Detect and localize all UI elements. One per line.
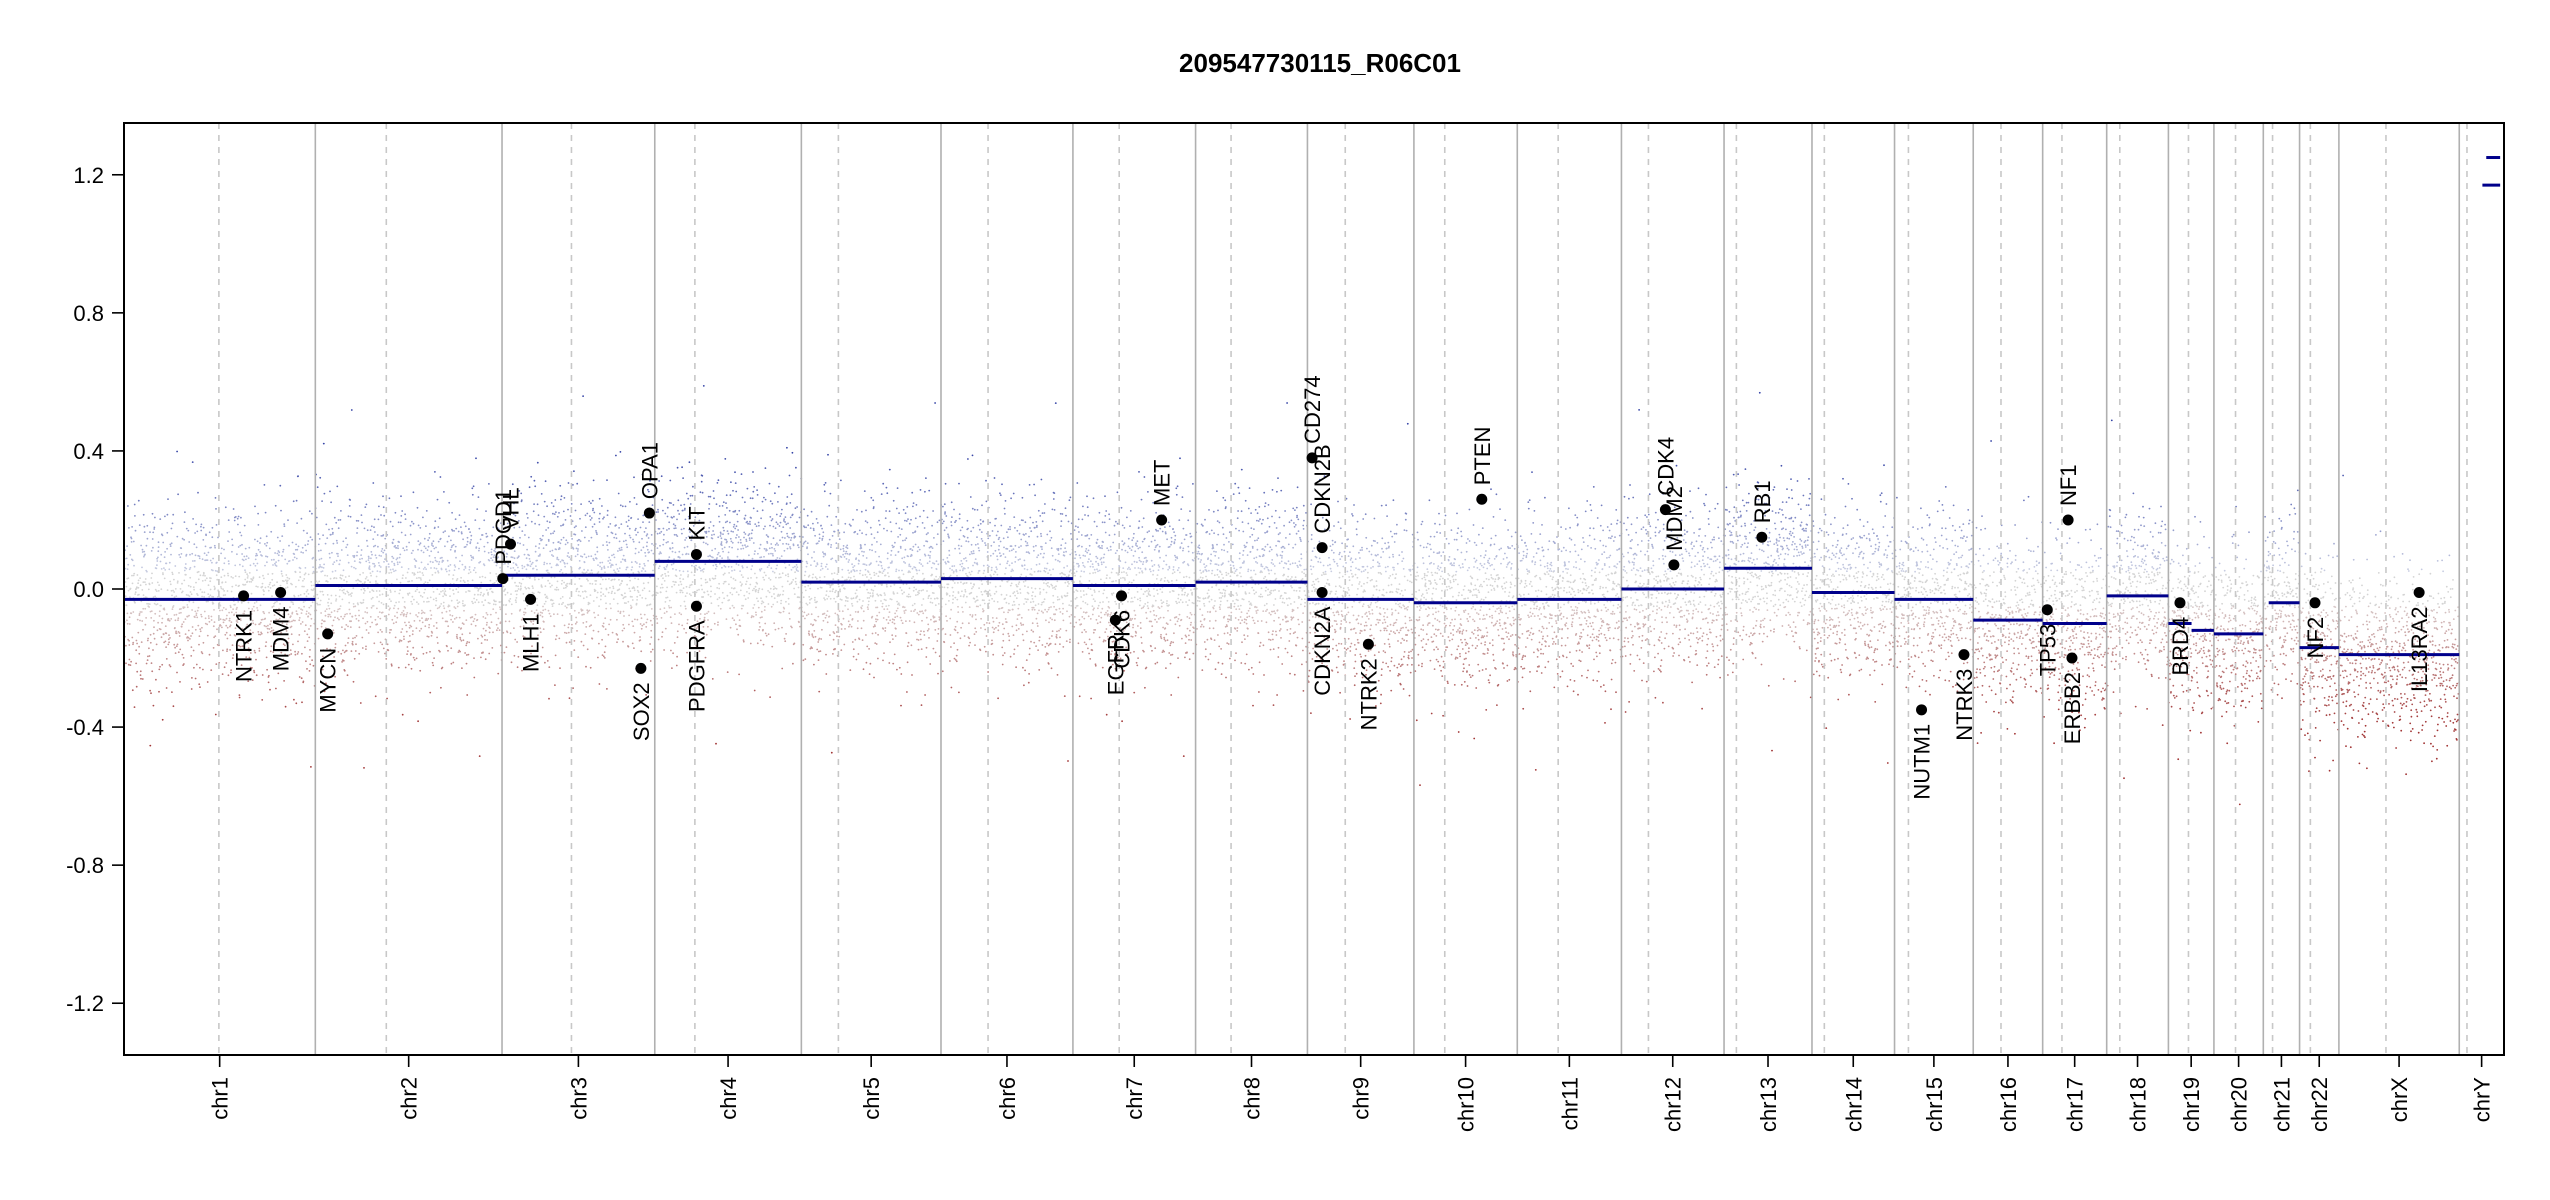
chromosome-label: chr16 [1996, 1077, 2021, 1132]
gene-label: BRD4 [2168, 617, 2193, 676]
gene-dot [2062, 514, 2074, 526]
gene-label: KIT [684, 506, 709, 540]
gene-dot [1958, 649, 1970, 661]
chromosome-label: chr19 [2179, 1077, 2204, 1132]
chromosome-label: chr20 [2227, 1077, 2252, 1132]
gene-dot [1756, 531, 1768, 543]
gene-label: PDGD1 [491, 489, 516, 565]
gene-dot [275, 586, 287, 598]
gene-dot [497, 573, 509, 585]
chromosome-label: chr12 [1661, 1077, 1686, 1132]
y-tick-label: -0.4 [66, 715, 104, 740]
gene-label: CDKN2B [1310, 444, 1335, 533]
gene-label: CDKN2A [1310, 606, 1335, 696]
chromosome-label: chr13 [1756, 1077, 1781, 1132]
chromosome-label: chr3 [566, 1077, 591, 1120]
chromosome-label: chr17 [2063, 1077, 2088, 1132]
chromosome-label: chr6 [995, 1077, 1020, 1120]
gene-label: MDM4 [269, 606, 294, 671]
gene-dot [690, 600, 702, 612]
gene-dot [1668, 559, 1680, 571]
y-tick-label: -0.8 [66, 853, 104, 878]
gene-dot [643, 507, 655, 519]
gene-label: PTEN [1470, 427, 1495, 486]
gene-dot [2066, 652, 2078, 664]
y-tick-label: 0.0 [73, 577, 104, 602]
gene-dot [2413, 586, 2425, 598]
gene-label: VHL [499, 487, 524, 530]
gene-dot [1316, 542, 1328, 554]
chromosome-label: chr18 [2126, 1077, 2151, 1132]
gene-dot [1476, 493, 1488, 505]
gene-label: NTRK3 [1952, 669, 1977, 741]
chromosome-label: chr2 [397, 1077, 422, 1120]
y-tick-label: -1.2 [66, 991, 104, 1016]
gene-dot [2041, 604, 2053, 616]
gene-dot [2174, 597, 2186, 609]
gene-label: CDK4 [1653, 437, 1678, 496]
chromosome-label: chr10 [1454, 1077, 1479, 1132]
gene-dot [1156, 514, 1168, 526]
y-tick-label: 0.4 [73, 439, 104, 464]
chromosome-label: chrX [2387, 1077, 2412, 1123]
chromosome-label: chr5 [859, 1077, 884, 1120]
chromosome-label: chr4 [716, 1077, 741, 1120]
gene-dot [1116, 590, 1128, 602]
chromosome-label: chr22 [2307, 1077, 2332, 1132]
gene-label: OPA1 [637, 442, 662, 499]
y-tick-label: 0.8 [73, 301, 104, 326]
chart-title: 209547730115_R06C01 [1179, 48, 1461, 78]
gene-label: NTRK2 [1356, 658, 1381, 730]
y-axis: -1.2 -0.8 -0.4 0.0 0.4 0.8 1.2 [66, 163, 125, 1016]
segment-lines [124, 156, 2501, 657]
gene-label: EGFR [1103, 634, 1128, 695]
gene-label: MLH1 [519, 613, 544, 672]
gene-label: MYCN [316, 648, 341, 713]
plot-frame [123, 122, 2505, 1056]
gene-label: NF2 [2303, 617, 2328, 659]
gene-dot [2309, 597, 2321, 609]
gene-label: MET [1150, 460, 1175, 506]
gene-label: MDM2 [1662, 486, 1687, 551]
gene-label: PDGFRA [684, 620, 709, 712]
chromosome-label: chr21 [2269, 1077, 2294, 1132]
gene-label: RB1 [1750, 480, 1775, 523]
gene-dot [690, 548, 702, 560]
gene-dot [1306, 452, 1318, 464]
gene-dot [635, 662, 647, 674]
gene-dot [1362, 638, 1374, 650]
gene-label: NF1 [2056, 464, 2081, 506]
chromosome-dividers [218, 123, 2468, 1055]
gene-label: NUTM1 [1910, 724, 1935, 800]
y-tick-label: 1.2 [73, 163, 104, 188]
gene-dot [322, 628, 334, 640]
x-axis: chr1 chr2 chr3 chr4 chr5 chr6 chr7 chr8 chr9 chr1… [124, 1054, 2495, 1132]
chromosome-label: chr9 [1349, 1077, 1374, 1120]
gene-label: NTRK1 [232, 610, 257, 682]
gene-label: TP53 [2035, 624, 2060, 677]
gene-dot [1916, 704, 1928, 716]
gene-label: CDK6 [1110, 610, 1135, 669]
gene-dot [1109, 614, 1121, 626]
chromosome-label: chrY [2470, 1077, 2495, 1123]
gene-label: SOX2 [629, 682, 654, 741]
chromosome-label: chr14 [1841, 1077, 1866, 1132]
gene-dot [505, 538, 517, 550]
chromosome-label: chr1 [208, 1077, 233, 1120]
gene-dot [1316, 586, 1328, 598]
chromosome-label: chr11 [1557, 1077, 1582, 1130]
gene-label: IL13RA2 [2407, 606, 2432, 692]
gene-dot [525, 593, 537, 605]
gene-label: CD274 [1300, 375, 1325, 443]
gene-label: ERBB2 [2060, 672, 2085, 744]
chromosome-label: chr7 [1122, 1077, 1147, 1120]
chromosome-label: chr8 [1240, 1077, 1265, 1120]
gene-dot [238, 590, 250, 602]
gene-dot [1659, 504, 1671, 516]
chromosome-label: chr15 [1922, 1077, 1947, 1132]
